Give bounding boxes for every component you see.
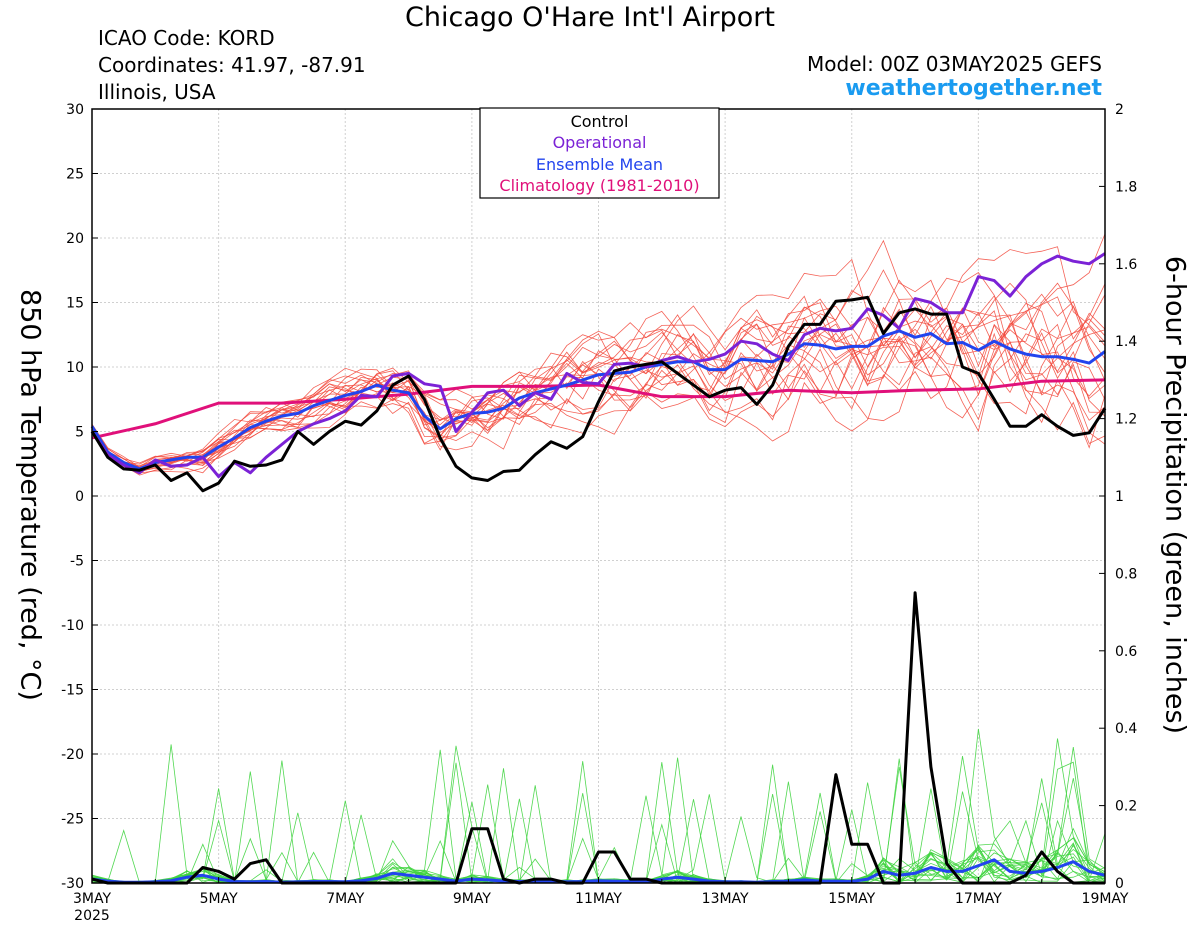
x-tick-label: 3MAY: [73, 891, 111, 907]
legend-box: [479, 107, 720, 199]
x-year-label: 2025: [74, 908, 110, 924]
y2-tick-label: 0.6: [1115, 644, 1137, 660]
x-tick-label: 11MAY: [575, 891, 622, 907]
y-tick-label: 25: [66, 167, 84, 183]
chart-title: Chicago O'Hare Int'l Airport: [405, 2, 775, 33]
axes-layer: 302520151050-5-10-15-20-25-3021.81.61.41…: [61, 102, 1137, 924]
y-tick-label: 30: [66, 102, 84, 118]
temperature-member-line: [91, 293, 1106, 471]
y2-tick-label: 0: [1115, 876, 1124, 892]
y2-tick-label: 1.2: [1115, 412, 1137, 428]
x-tick-label: 9MAY: [453, 891, 491, 907]
legend: Control Operational Ensemble Mean Climat…: [479, 107, 720, 199]
y-tick-label: 15: [66, 296, 84, 312]
main-lines-layer: [90, 252, 1107, 885]
x-tick-label: 7MAY: [326, 891, 364, 907]
y2-tick-label: 2: [1115, 102, 1124, 118]
x-tick-label: 19MAY: [1082, 891, 1129, 907]
y2-tick-label: 0.2: [1115, 799, 1137, 815]
precip-control-line: [91, 591, 1105, 885]
temperature-member-line: [91, 294, 1106, 468]
y-tick-label: -20: [61, 747, 84, 763]
temperature-member-line: [91, 302, 1106, 465]
y-tick-label: -15: [61, 683, 84, 699]
temperature-member-line: [91, 311, 1106, 466]
legend-control: Control: [571, 112, 629, 131]
x-tick-label: 17MAY: [955, 891, 1002, 907]
y2-tick-label: 0.4: [1115, 721, 1137, 737]
y-tick-label: -25: [61, 812, 84, 828]
y-tick-label: 10: [66, 360, 84, 376]
y-tick-label: -30: [61, 876, 84, 892]
site-label: weathertogether.net: [845, 76, 1102, 101]
coordinates: Coordinates: 41.97, -87.91: [98, 53, 366, 77]
temperature-operational-line: [90, 252, 1106, 479]
y-tick-label: -5: [70, 554, 84, 570]
temperature-member-line: [91, 258, 1106, 472]
temperature-ensemble-mean-line: [90, 329, 1106, 471]
y-tick-label: 20: [66, 231, 84, 247]
icao-code: ICAO Code: KORD: [98, 26, 275, 50]
y-tick-label: -10: [61, 618, 84, 634]
y2-tick-label: 0.8: [1115, 566, 1137, 582]
grid-layer: [92, 109, 1105, 883]
temperature-member-line: [91, 308, 1106, 473]
precip-member-line: [91, 756, 1106, 884]
x-tick-label: 13MAY: [702, 891, 749, 907]
model-label: Model: 00Z 03MAY2025 GEFS: [807, 52, 1102, 76]
legend-operational: Operational: [553, 133, 647, 152]
legend-ensemble-mean: Ensemble Mean: [536, 155, 663, 174]
x-tick-label: 15MAY: [828, 891, 875, 907]
temperature-control-line: [90, 295, 1107, 493]
y2-tick-label: 1.6: [1115, 257, 1137, 273]
y-tick-label: 5: [75, 425, 84, 441]
y2-tick-label: 1.4: [1115, 334, 1137, 350]
temperature-member-line: [91, 239, 1106, 472]
temperature-member-line: [91, 298, 1106, 471]
temperature-member-line: [91, 305, 1106, 474]
y2-tick-label: 1: [1115, 489, 1124, 505]
temperature-member-line: [91, 310, 1106, 468]
x-tick-label: 5MAY: [200, 891, 238, 907]
region: Illinois, USA: [98, 80, 216, 104]
temperature-member-line: [91, 282, 1106, 473]
legend-climatology: Climatology (1981-2010): [499, 176, 699, 195]
y2-tick-label: 1.8: [1115, 179, 1137, 195]
y-tick-label: 0: [75, 489, 84, 505]
